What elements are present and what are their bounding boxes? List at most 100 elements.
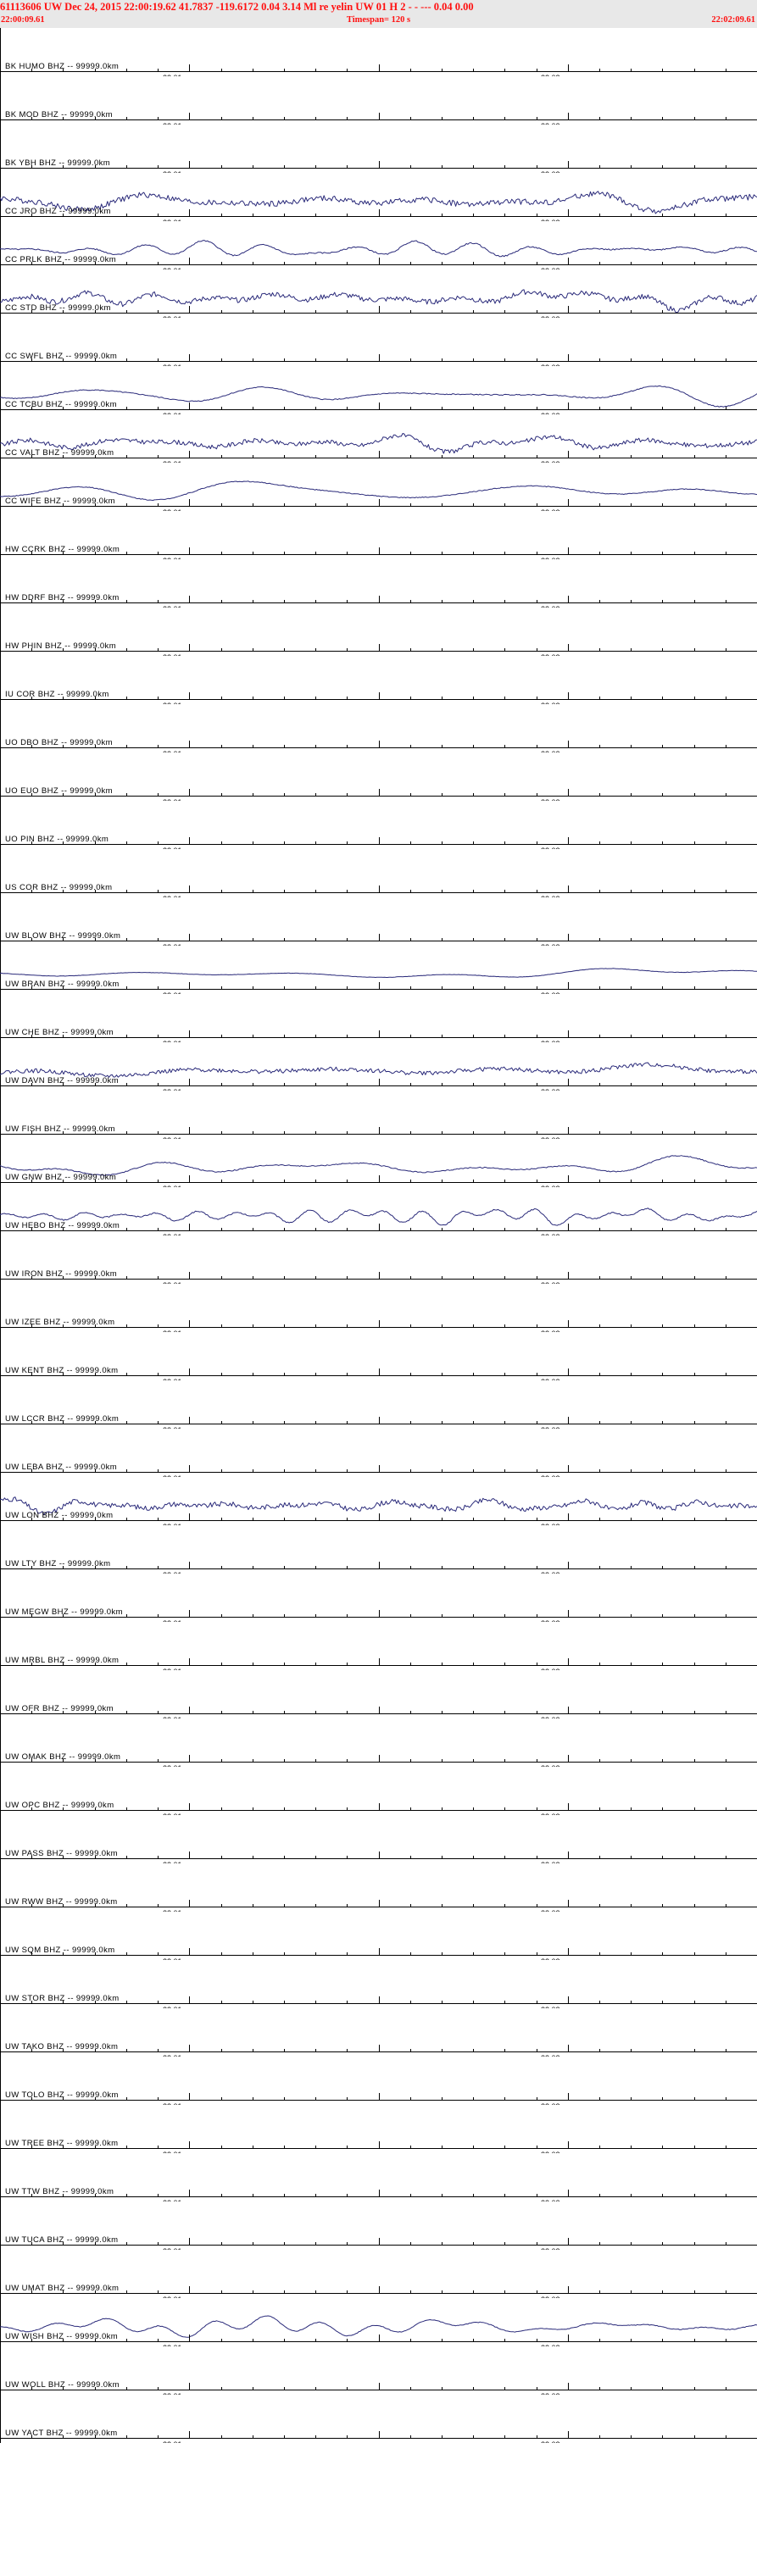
axis-tick — [504, 600, 506, 603]
trace-row[interactable]: 22:01 22:02 UW TTW BHZ -- 99999.0km — [0, 2153, 757, 2201]
trace-row[interactable]: 22:01 22:02 CC PRLK BHZ -- 99999.0km — [0, 221, 757, 269]
axis-tick — [31, 2242, 33, 2246]
axis-tick — [631, 1856, 632, 1859]
trace-row[interactable]: 22:01 22:02 UW DAVN BHZ -- 99999.0km — [0, 1042, 757, 1091]
trace-row[interactable]: 22:01 22:02 CC JRO BHZ -- 99999.0km — [0, 173, 757, 221]
axis-time-label: 22:02 — [541, 1764, 560, 1767]
axis-tick — [283, 2097, 285, 2101]
axis-tick — [693, 1759, 695, 1763]
trace-row[interactable]: 22:01 22:02 UW OMAK BHZ -- 99999.0km — [0, 1718, 757, 1767]
trace-left-border — [0, 946, 1, 994]
axis-tick — [189, 1320, 191, 1328]
axis-tick — [378, 354, 380, 362]
trace-row[interactable]: 22:01 22:02 CC TCBU BHZ -- 99999.0km — [0, 366, 757, 414]
axis-tick — [631, 1469, 632, 1473]
trace-row[interactable]: 22:01 22:02 CC VALT BHZ -- 99999.0km — [0, 414, 757, 463]
trace-row[interactable]: 22:01 22:02 UW BLOW BHZ -- 99999.0km — [0, 897, 757, 946]
trace-row[interactable]: 22:01 22:02 UW STOR BHZ -- 99999.0km — [0, 1960, 757, 2008]
trace-row[interactable]: 22:01 22:02 US COR BHZ -- 99999.0km — [0, 849, 757, 897]
trace-row[interactable]: 22:01 22:02 UW LEBA BHZ -- 99999.0km — [0, 1429, 757, 1477]
axis-tick — [409, 1711, 411, 1714]
axis-tick — [631, 1276, 632, 1280]
trace-row[interactable]: 22:01 22:02 UW YACT BHZ -- 99999.0km — [0, 2395, 757, 2443]
trace-row[interactable]: 22:01 22:02 IU COR BHZ -- 99999.0km — [0, 656, 757, 704]
axis-tick — [315, 552, 317, 555]
axis-tick — [315, 455, 317, 458]
axis-tick — [63, 358, 64, 362]
trace-row[interactable]: 22:01 22:02 UW CHE BHZ -- 99999.0km — [0, 994, 757, 1042]
trace-row[interactable]: 22:01 22:02 UW MEGW BHZ -- 99999.0km — [0, 1574, 757, 1622]
trace-row[interactable]: 22:01 22:02 UO EUO BHZ -- 99999.0km — [0, 752, 757, 801]
trace-row[interactable]: 22:01 22:02 UW LTY BHZ -- 99999.0km — [0, 1525, 757, 1574]
trace-row[interactable]: 22:01 22:02 UW OPC BHZ -- 99999.0km — [0, 1767, 757, 1815]
axis-tick — [347, 1614, 348, 1618]
axis-tick — [315, 1759, 317, 1763]
trace-row[interactable]: 22:01 22:02 UW TREE BHZ -- 99999.0km — [0, 2105, 757, 2153]
axis-tick — [63, 745, 64, 748]
trace-row[interactable]: 22:01 22:02 UW BRAN BHZ -- 99999.0km — [0, 946, 757, 994]
trace-row[interactable]: 22:01 22:02 UW OFR BHZ -- 99999.0km — [0, 1670, 757, 1718]
trace-row[interactable]: 22:01 22:02 HW PHIN BHZ -- 99999.0km — [0, 608, 757, 656]
axis-tick — [631, 1373, 632, 1376]
axis-tick — [63, 2435, 64, 2439]
axis-time-label: 22:01 — [163, 412, 182, 414]
trace-row[interactable]: 22:01 22:02 UW WOLL BHZ -- 99999.0km — [0, 2346, 757, 2395]
trace-row[interactable]: 22:01 22:02 UW PASS BHZ -- 99999.0km — [0, 1815, 757, 1863]
trace-row[interactable]: 22:01 22:02 UO PIN BHZ -- 99999.0km — [0, 801, 757, 849]
trace-row[interactable]: 22:01 22:02 UW KENT BHZ -- 99999.0km — [0, 1332, 757, 1380]
axis-tick — [662, 1952, 664, 1956]
axis-tick — [347, 1469, 348, 1473]
trace-row[interactable]: 22:01 22:02 UW IZEE BHZ -- 99999.0km — [0, 1284, 757, 1332]
axis-tick — [441, 1904, 443, 1907]
axis-tick — [662, 745, 664, 748]
axis-tick — [125, 697, 127, 700]
trace-axis-ticks: 22:01 22:02 — [0, 1707, 757, 1718]
axis-tick — [347, 841, 348, 845]
axis-tick — [378, 1658, 380, 1666]
trace-row[interactable]: 22:01 22:02 HW DDRF BHZ -- 99999.0km — [0, 559, 757, 608]
axis-tick — [315, 2194, 317, 2197]
axis-tick — [158, 214, 159, 217]
axis-tick — [567, 1127, 569, 1135]
axis-tick — [662, 1904, 664, 1907]
trace-row[interactable]: 22:01 22:02 UW SQM BHZ -- 99999.0km — [0, 1912, 757, 1960]
axis-tick — [283, 2290, 285, 2294]
axis-tick — [473, 2097, 475, 2101]
trace-row[interactable]: 22:01 22:02 UW FISH BHZ -- 99999.0km — [0, 1091, 757, 1139]
axis-tick — [125, 310, 127, 314]
trace-row[interactable]: 22:01 22:02 CC STD BHZ -- 99999.0km — [0, 269, 757, 318]
trace-row[interactable]: 22:01 22:02 UW IRON BHZ -- 99999.0km — [0, 1235, 757, 1284]
trace-left-border — [0, 1139, 1, 1187]
trace-row[interactable]: 22:01 22:02 UW MRBL BHZ -- 99999.0km — [0, 1622, 757, 1670]
axis-tick — [567, 596, 569, 603]
trace-row[interactable]: 22:01 22:02 UO DBO BHZ -- 99999.0km — [0, 704, 757, 752]
trace-row[interactable]: 22:01 22:02 UW UMAT BHZ -- 99999.0km — [0, 2250, 757, 2298]
trace-row[interactable]: 22:01 22:02 UW WISH BHZ -- 99999.0km — [0, 2298, 757, 2346]
trace-row[interactable]: 22:01 22:02 CC SWFL BHZ -- 99999.0km — [0, 318, 757, 366]
axis-tick — [189, 2431, 191, 2439]
axis-tick — [441, 1421, 443, 1424]
trace-row[interactable]: 22:01 22:02 UW TOLO BHZ -- 99999.0km — [0, 2057, 757, 2105]
trace-row[interactable]: 22:01 22:02 HW CCRK BHZ -- 99999.0km — [0, 511, 757, 559]
trace-row[interactable]: 22:01 22:02 UW LCCR BHZ -- 99999.0km — [0, 1380, 757, 1429]
trace-row[interactable]: 22:01 22:02 UW HEBO BHZ -- 99999.0km — [0, 1187, 757, 1235]
trace-row[interactable]: 22:01 22:02 UW GNW BHZ -- 99999.0km — [0, 1139, 757, 1187]
axis-tick — [631, 1421, 632, 1424]
trace-row[interactable]: 22:01 22:02 BK HUMO BHZ -- 99999.0km — [0, 28, 757, 76]
trace-row[interactable]: 22:01 22:02 UW RWW BHZ -- 99999.0km — [0, 1863, 757, 1912]
trace-label: UW IRON BHZ -- 99999.0km — [5, 1269, 118, 1279]
trace-row[interactable]: 22:01 22:02 BK MOD BHZ -- 99999.0km — [0, 76, 757, 125]
axis-tick — [189, 354, 191, 362]
axis-tick — [631, 165, 632, 169]
axis-tick — [693, 552, 695, 555]
axis-time-label: 22:01 — [163, 267, 182, 269]
trace-row[interactable]: 22:01 22:02 UW TAKO BHZ -- 99999.0km — [0, 2008, 757, 2057]
trace-row[interactable]: 22:01 22:02 BK YBH BHZ -- 99999.0km — [0, 125, 757, 173]
axis-tick — [441, 986, 443, 990]
trace-row[interactable]: 22:01 22:02 CC WIFE BHZ -- 99999.0km — [0, 463, 757, 511]
trace-row[interactable]: 22:01 22:02 UW TUCA BHZ -- 99999.0km — [0, 2201, 757, 2250]
trace-label: UW LTY BHZ -- 99999.0km — [5, 1559, 111, 1568]
trace-row[interactable]: 22:01 22:02 UW LON BHZ -- 99999.0km — [0, 1477, 757, 1525]
axis-tick — [504, 1904, 506, 1907]
axis-tick — [347, 552, 348, 555]
